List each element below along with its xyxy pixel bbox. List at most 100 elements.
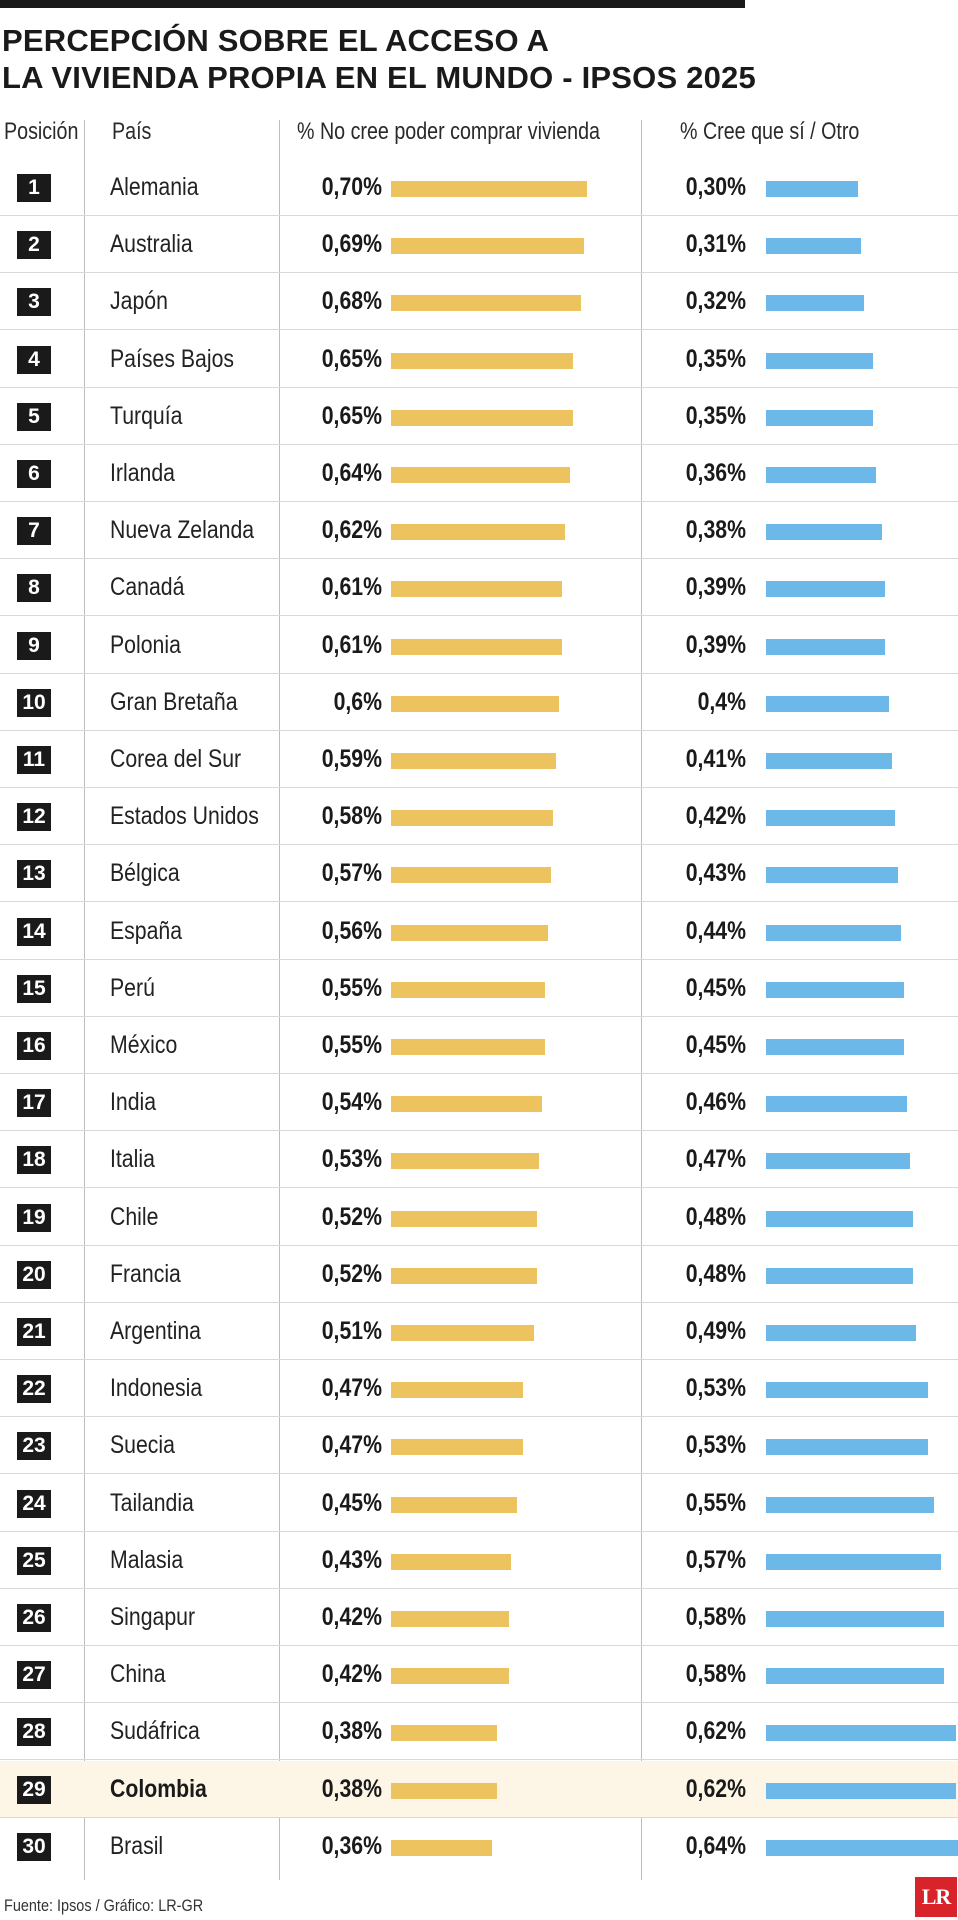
row-separator — [0, 1587, 958, 1589]
table-row: 13 Bélgica 0,57% 0,43% — [0, 845, 958, 903]
title-line-2: LA VIVIENDA PROPIA EN EL MUNDO - IPSOS 2… — [2, 60, 756, 95]
yes-bar — [766, 695, 889, 712]
yes-value-label: 0,41% — [685, 745, 746, 773]
yes-value-label: 0,53% — [685, 1431, 746, 1460]
country-label: Tailandia — [110, 1488, 194, 1517]
yes-value-label: 0,64% — [685, 1831, 746, 1860]
no-bar — [391, 409, 573, 426]
country-label: Turquía — [110, 401, 183, 430]
no-value-label: 0,62% — [321, 516, 382, 545]
no-value-label: 0,43% — [321, 1545, 382, 1574]
table-row: 24 Tailandia 0,45% 0,55% — [0, 1475, 958, 1532]
rank-badge: 4 — [17, 345, 51, 374]
rank-badge: 17 — [17, 1089, 51, 1118]
country-label: Argentina — [110, 1317, 201, 1345]
row-separator — [0, 901, 958, 903]
no-value-label: 0,45% — [321, 1488, 382, 1517]
row-separator — [0, 615, 958, 617]
yes-value-label: 0,45% — [685, 1031, 746, 1059]
row-separator — [0, 1244, 958, 1246]
table-row: 5 Turquía 0,65% 0,35% — [0, 388, 958, 445]
table-row: 28 Sudáfrica 0,38% 0,62% — [0, 1703, 958, 1761]
yes-bar — [766, 524, 883, 541]
no-value-label: 0,68% — [321, 287, 382, 316]
country-label: España — [110, 916, 183, 945]
yes-value-label: 0,35% — [685, 401, 746, 430]
yes-bar — [766, 181, 858, 197]
no-bar — [391, 810, 554, 827]
no-value-label: 0,57% — [321, 859, 382, 888]
country-label: China — [110, 1660, 166, 1689]
yes-bar — [766, 753, 892, 769]
no-bar — [391, 867, 551, 884]
yes-bar — [766, 1553, 941, 1570]
country-label: Gran Bretaña — [110, 687, 238, 716]
row-separator — [0, 729, 958, 731]
yes-value-label: 0,58% — [685, 1603, 746, 1631]
table-row: 8 Canadá 0,61% 0,39% — [0, 559, 958, 617]
row-separator — [0, 1359, 958, 1360]
country-label: Singapur — [110, 1603, 196, 1631]
yes-value-label: 0,62% — [685, 1717, 746, 1746]
no-bar — [391, 1668, 509, 1685]
table-row: 20 Francia 0,52% 0,48% — [0, 1246, 958, 1303]
no-value-label: 0,52% — [321, 1259, 382, 1288]
row-separator — [0, 1130, 958, 1132]
yes-bar — [766, 1039, 904, 1055]
rank-badge: 20 — [17, 1260, 51, 1289]
table-row: 6 Irlanda 0,64% 0,36% — [0, 445, 958, 502]
country-label: Alemania — [110, 173, 199, 201]
no-bar — [391, 1496, 517, 1513]
rank-badge: 27 — [17, 1661, 51, 1690]
no-value-label: 0,69% — [321, 230, 382, 259]
no-value-label: 0,55% — [321, 973, 382, 1002]
no-bar — [391, 1782, 498, 1799]
table-row: 3 Japón 0,68% 0,32% — [0, 273, 958, 331]
table-row: 21 Argentina 0,51% 0,49% — [0, 1303, 958, 1360]
row-separator — [0, 1416, 958, 1418]
no-value-label: 0,56% — [321, 916, 382, 945]
no-value-label: 0,47% — [321, 1431, 382, 1460]
no-value-label: 0,59% — [321, 745, 382, 773]
no-bar — [391, 1839, 492, 1856]
country-label: Corea del Sur — [110, 745, 242, 773]
yes-value-label: 0,48% — [685, 1259, 746, 1288]
yes-value-label: 0,31% — [685, 230, 746, 259]
country-label: México — [110, 1031, 178, 1059]
rank-badge: 29 — [17, 1775, 51, 1804]
table-row: 7 Nueva Zelanda 0,62% 0,38% — [0, 502, 958, 560]
table-row: 23 Suecia 0,47% 0,53% — [0, 1417, 958, 1475]
yes-bar — [766, 1839, 958, 1856]
country-label: Colombia — [110, 1774, 207, 1803]
table-row: 2 Australia 0,69% 0,31% — [0, 216, 958, 274]
lr-logo: LR — [915, 1877, 957, 1917]
row-separator — [0, 329, 958, 331]
no-bar — [391, 1553, 512, 1570]
yes-value-label: 0,57% — [685, 1545, 746, 1574]
yes-bar — [766, 1153, 910, 1170]
row-separator — [0, 386, 958, 388]
yes-bar — [766, 581, 886, 598]
no-value-label: 0,65% — [321, 401, 382, 430]
row-separator — [0, 787, 958, 788]
no-bar — [391, 1439, 523, 1456]
no-bar — [391, 981, 545, 998]
yes-bar — [766, 1611, 944, 1627]
table-row: 19 Chile 0,52% 0,48% — [0, 1189, 958, 1246]
rank-badge: 5 — [17, 402, 51, 431]
no-value-label: 0,58% — [321, 802, 382, 831]
rank-badge: 8 — [17, 574, 51, 603]
row-separator — [0, 958, 958, 960]
rank-badge: 18 — [17, 1146, 51, 1175]
yes-value-label: 0,48% — [685, 1202, 746, 1231]
yes-bar — [766, 1496, 935, 1513]
yes-bar — [766, 810, 895, 827]
rank-badge: 9 — [17, 631, 51, 660]
table-row: 17 India 0,54% 0,46% — [0, 1074, 958, 1132]
country-label: Perú — [110, 973, 155, 1002]
no-bar — [391, 467, 571, 483]
no-value-label: 0,38% — [321, 1717, 382, 1746]
no-value-label: 0,53% — [321, 1145, 382, 1174]
yes-value-label: 0,38% — [685, 516, 746, 545]
no-bar — [391, 181, 587, 197]
